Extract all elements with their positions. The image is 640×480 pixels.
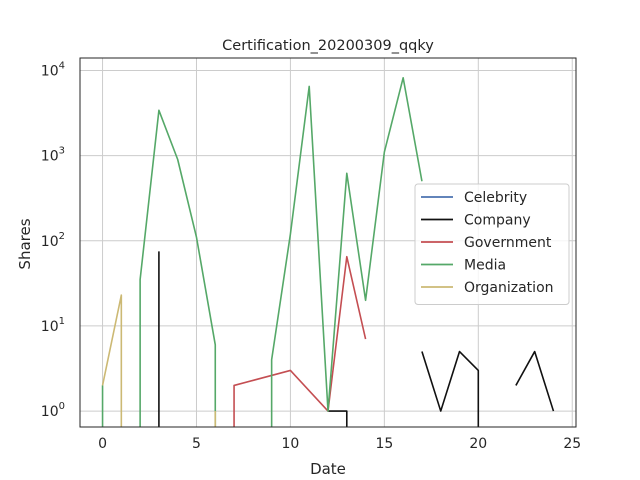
x-tick-label: 20 (469, 436, 487, 452)
legend-label-media: Media (464, 258, 506, 274)
series-line-company (421, 350, 480, 427)
series-group (101, 76, 555, 427)
chart-title: Certification_20200309_qqky (222, 38, 434, 54)
x-tick-label: 5 (192, 436, 201, 452)
legend-box (414, 183, 570, 305)
x-tick-label: 10 (282, 436, 300, 452)
x-tick-label: 25 (563, 436, 581, 452)
legend-label-government: Government (464, 235, 552, 251)
series-line-organization (101, 294, 123, 427)
x-tick-labels: 0 5 10 15 20 25 (98, 436, 581, 452)
series-line-media (139, 109, 217, 427)
series-line-company (328, 410, 348, 427)
x-tick-label: 0 (98, 436, 107, 452)
series-line-company (515, 350, 555, 412)
legend-label-organization: Organization (464, 280, 554, 296)
x-axis-label: Date (310, 460, 346, 478)
series-line-government (233, 255, 367, 427)
legend: Celebrity Company Government Media Organizat… (414, 183, 570, 305)
y-axis-label: Shares (16, 218, 34, 269)
legend-label-celebrity: Celebrity (464, 190, 527, 206)
grid (80, 58, 576, 427)
plot-frame (79, 57, 577, 428)
x-tick-label: 15 (375, 436, 393, 452)
series-line-media (270, 76, 423, 427)
legend-label-company: Company (464, 213, 531, 229)
